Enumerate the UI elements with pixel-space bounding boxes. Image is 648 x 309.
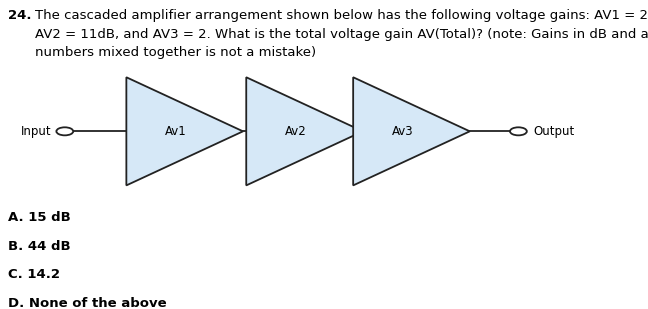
Text: D. None of the above: D. None of the above: [8, 297, 167, 309]
Circle shape: [510, 127, 527, 135]
Text: A. 15 dB: A. 15 dB: [8, 211, 71, 224]
Text: Av2: Av2: [285, 125, 307, 138]
Text: B. 44 dB: B. 44 dB: [8, 240, 71, 253]
Text: C. 14.2: C. 14.2: [8, 268, 60, 281]
Text: 24.: 24.: [8, 9, 31, 22]
Polygon shape: [353, 77, 470, 185]
Text: Output: Output: [533, 125, 575, 138]
Polygon shape: [126, 77, 243, 185]
Text: The cascaded amplifier arrangement shown below has the following voltage gains: : The cascaded amplifier arrangement shown…: [35, 9, 648, 59]
Text: Av1: Av1: [165, 125, 187, 138]
Text: Av3: Av3: [392, 125, 413, 138]
Text: Input: Input: [21, 125, 51, 138]
Polygon shape: [246, 77, 363, 185]
Circle shape: [56, 127, 73, 135]
